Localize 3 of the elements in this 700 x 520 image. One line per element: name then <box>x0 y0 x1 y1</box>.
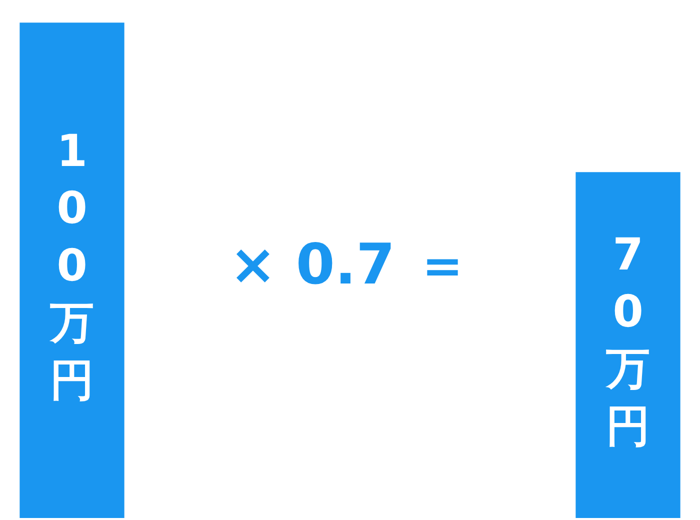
data-label: 70万円 <box>605 229 650 452</box>
data-label: 100万円 <box>49 126 94 406</box>
annotation: × 0.7 ＝ <box>229 232 471 298</box>
